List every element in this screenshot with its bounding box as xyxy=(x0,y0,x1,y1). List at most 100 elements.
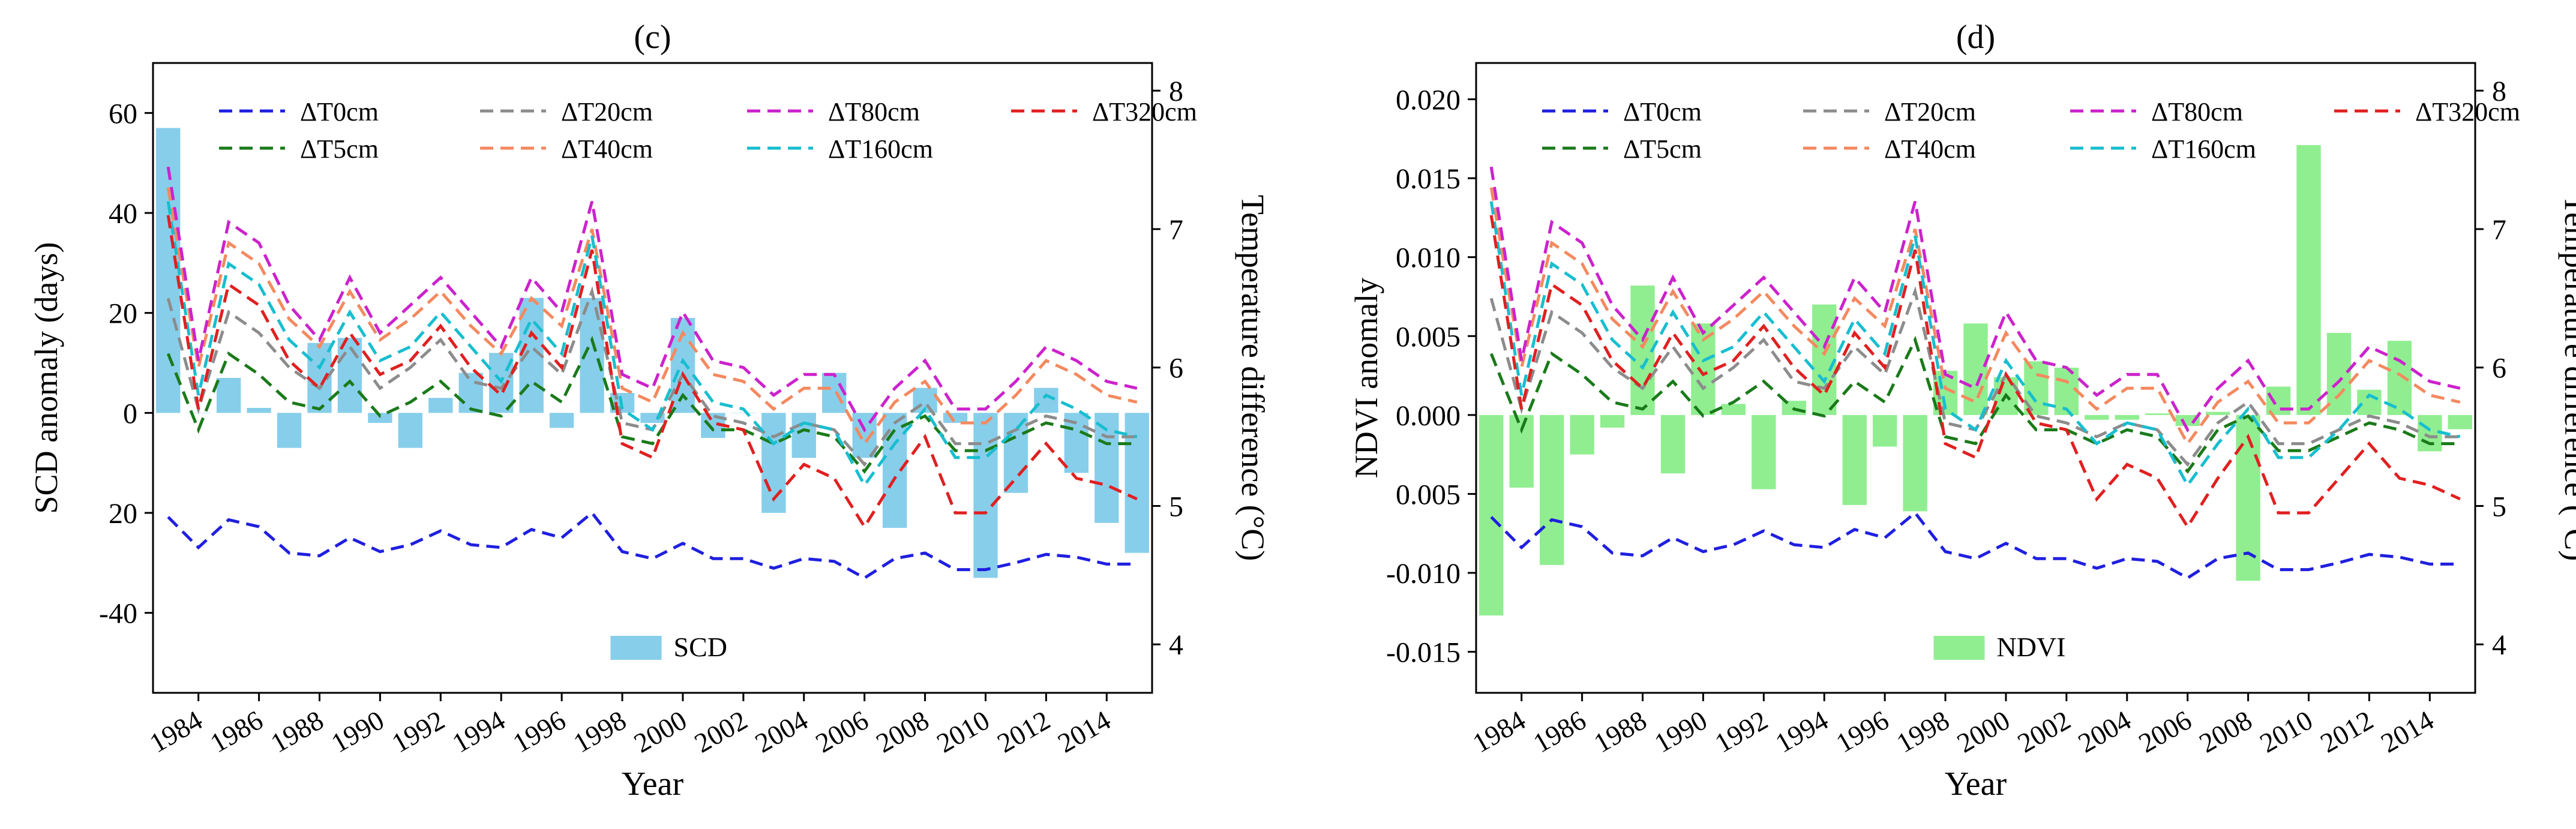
x-tick-label: 2014 xyxy=(2376,704,2439,758)
bar xyxy=(2145,413,2170,415)
x-tick-label: 1986 xyxy=(205,704,268,758)
bar xyxy=(1570,414,1594,455)
x-tick-label: 1998 xyxy=(568,704,631,758)
legend-label: SCD xyxy=(674,632,727,662)
x-tick-label: 1996 xyxy=(1831,704,1894,758)
x-tick-label: 2014 xyxy=(1052,704,1115,758)
x-tick-label: 1998 xyxy=(1891,704,1954,758)
bar xyxy=(2326,333,2352,415)
bar xyxy=(1003,413,1028,493)
left-tick-label: 0.005 xyxy=(1396,479,1461,510)
series-line xyxy=(166,215,1138,530)
bar xyxy=(398,413,423,448)
x-tick-label: 1988 xyxy=(1588,704,1651,758)
bar xyxy=(337,338,362,413)
x-tick-label: 2000 xyxy=(629,704,692,758)
bar xyxy=(2054,367,2079,415)
x-tick-label: 1988 xyxy=(265,704,328,758)
bar xyxy=(1903,414,1927,512)
bar xyxy=(2024,361,2049,415)
line-series-group xyxy=(1489,166,2461,580)
x-tick-label: 2002 xyxy=(2013,704,2076,758)
bar xyxy=(2296,145,2321,415)
x-tick-label: 1996 xyxy=(508,704,571,758)
bar xyxy=(2085,414,2109,420)
left-tick-label: 0 xyxy=(123,398,137,429)
right-tick-label: 4 xyxy=(2492,629,2506,661)
right-tick-label: 7 xyxy=(1169,214,1183,246)
legend-label: ΔT80cm xyxy=(828,97,920,127)
series-line xyxy=(1490,510,2460,580)
legend-label: ΔT20cm xyxy=(561,97,653,127)
bar-legend: NDVI xyxy=(1933,632,2066,662)
legend-label: ΔT5cm xyxy=(1623,134,1702,164)
bar xyxy=(247,408,271,413)
legend-label: ΔT20cm xyxy=(1884,97,1976,127)
x-tick-label: 1986 xyxy=(1528,704,1591,758)
bar xyxy=(1721,404,1746,415)
plot-frame xyxy=(1475,62,2476,694)
y-axis-label-left: SCD anomaly (days) xyxy=(28,242,64,514)
right-tick-label: 5 xyxy=(1169,491,1183,522)
x-tick-label: 2012 xyxy=(2315,704,2378,758)
legend-label: ΔT40cm xyxy=(1884,134,1976,164)
legend-bar-swatch xyxy=(1933,636,1985,660)
left-tick-label: 60 xyxy=(109,98,137,130)
x-tick-label: 2012 xyxy=(992,704,1055,758)
x-tick-label: 2010 xyxy=(931,704,994,758)
bar xyxy=(2448,414,2472,429)
legend-label: NDVI xyxy=(1997,632,2066,662)
x-axis-label: Year xyxy=(1945,765,2007,803)
legend-label: ΔT320cm xyxy=(1092,97,1197,127)
bar xyxy=(1812,304,1837,415)
x-tick-label: 2006 xyxy=(811,704,874,758)
series-line xyxy=(166,335,1137,474)
series-line xyxy=(166,166,1138,433)
legend-label: ΔT160cm xyxy=(828,134,933,164)
bar xyxy=(277,413,302,448)
left-tick-label: -40 xyxy=(99,598,137,630)
bar xyxy=(1842,414,1867,505)
bar xyxy=(368,413,392,423)
series-line xyxy=(1489,201,2461,488)
left-tick-label: -0.015 xyxy=(1386,637,1461,669)
x-tick-label: 1984 xyxy=(145,704,208,758)
x-tick-label: 2006 xyxy=(2134,704,2197,758)
left-tick-label: 0.010 xyxy=(1396,242,1461,274)
bar xyxy=(973,413,998,578)
panel-title: (d) xyxy=(1956,19,1995,56)
x-tick-label: 2000 xyxy=(1952,704,2015,758)
right-tick-label: 6 xyxy=(1169,353,1183,385)
x-axis-label: Year xyxy=(622,765,684,803)
panel-title: (c) xyxy=(634,19,671,56)
plot-frame xyxy=(152,62,1153,694)
x-tick-label: 1990 xyxy=(1649,704,1712,758)
right-tick-label: 6 xyxy=(2492,353,2506,385)
bar xyxy=(1752,414,1776,489)
legend-label: ΔT160cm xyxy=(2151,134,2256,164)
series-line xyxy=(166,201,1138,488)
legend-label: ΔT5cm xyxy=(300,134,379,164)
legend-label: ΔT0cm xyxy=(1623,97,1702,127)
bar xyxy=(1691,323,1716,415)
bar xyxy=(549,413,574,428)
bar xyxy=(1600,414,1625,428)
x-tick-label: 2004 xyxy=(750,704,813,758)
series-line xyxy=(1489,187,2461,447)
left-tick-label: 0.015 xyxy=(1396,163,1461,195)
bar xyxy=(1539,414,1564,565)
bar xyxy=(428,398,453,413)
x-tick-label: 2002 xyxy=(689,704,752,758)
x-tick-label: 2008 xyxy=(871,704,934,758)
series-line xyxy=(1489,166,2461,433)
y-axis-label-right: Temperature difference (°C) xyxy=(2558,195,2576,561)
right-tick-label: 8 xyxy=(2492,76,2506,107)
series-line xyxy=(1489,335,2460,474)
bar xyxy=(1963,323,1988,415)
right-tick-label: 8 xyxy=(1169,76,1183,107)
x-tick-label: 1984 xyxy=(1468,704,1531,758)
bar xyxy=(791,413,816,458)
x-tick-label: 1992 xyxy=(386,704,449,758)
chart-panel-d: 0.020 0.015 0.010 0.005 0.000 0.005 -0.010 -0.0… xyxy=(1348,19,2576,803)
